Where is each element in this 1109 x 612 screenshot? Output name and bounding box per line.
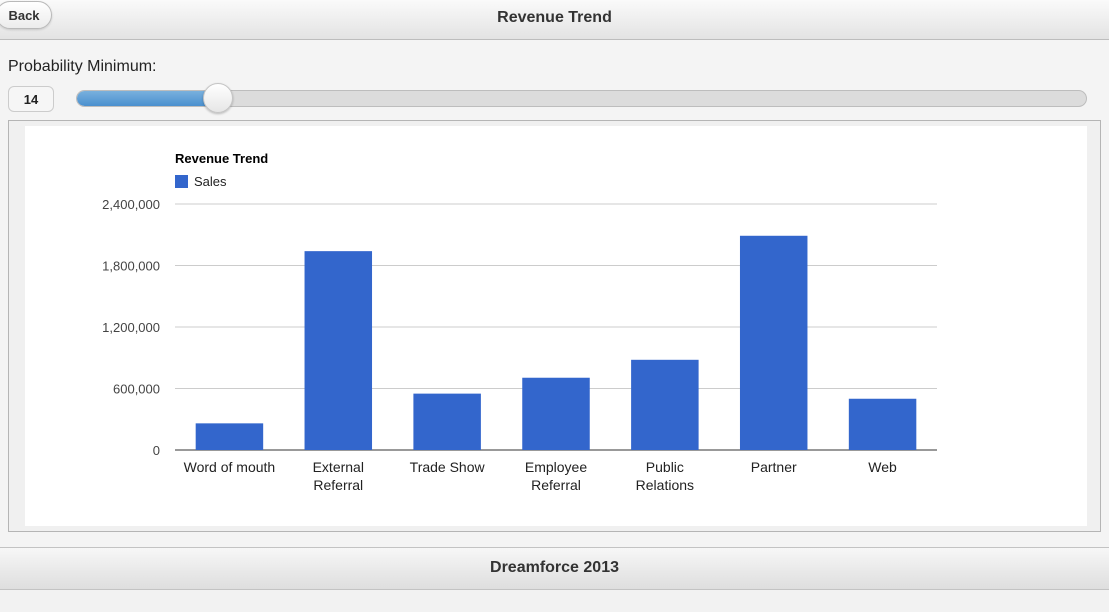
x-tick-label: Web — [868, 459, 897, 475]
footer-title: Dreamforce 2013 — [490, 559, 619, 576]
probability-value-field[interactable]: 14 — [8, 86, 54, 112]
x-tick-label: Public — [646, 459, 684, 475]
chart-frame: 0 600,000 1,200,000 1,800,000 2,400,000 Word … — [8, 120, 1101, 532]
revenue-bar-chart: 0 600,000 1,200,000 1,800,000 2,400,000 Word … — [102, 197, 937, 493]
bar-partner[interactable] — [739, 235, 808, 450]
y-tick-label: 600,000 — [113, 382, 160, 397]
header-bar: Back Revenue Trend — [0, 0, 1109, 40]
bar-word-of-mouth[interactable] — [195, 423, 264, 450]
x-tick-label: Trade Show — [410, 459, 486, 475]
y-tick-label: 1,800,000 — [102, 259, 160, 274]
x-tick-label: Referral — [313, 477, 363, 493]
bar-external-referral[interactable] — [304, 251, 373, 450]
x-tick-label: External — [313, 459, 364, 475]
legend-label-sales: Sales — [194, 174, 227, 189]
x-tick-label: Partner — [751, 459, 797, 475]
y-tick-label: 1,200,000 — [102, 320, 160, 335]
probability-slider-track[interactable] — [76, 90, 1087, 107]
chart-legend: Sales — [175, 174, 227, 189]
y-tick-label: 0 — [153, 443, 160, 458]
footer-bar: Dreamforce 2013 — [0, 547, 1109, 590]
x-tick-label: Referral — [531, 477, 581, 493]
x-tick-label: Word of mouth — [184, 459, 276, 475]
bar-web[interactable] — [848, 398, 917, 450]
probability-slider-handle[interactable] — [203, 83, 233, 113]
chart-title: Revenue Trend — [175, 151, 269, 166]
page-title: Revenue Trend — [497, 9, 612, 26]
x-tick-label: Employee — [525, 459, 587, 475]
x-tick-label: Relations — [636, 477, 694, 493]
probability-slider-fill — [77, 91, 219, 106]
probability-label: Probability Minimum: — [8, 58, 157, 75]
bar-trade-show[interactable] — [413, 393, 481, 450]
bar-public-relations[interactable] — [631, 359, 699, 450]
chart-area: 0 600,000 1,200,000 1,800,000 2,400,000 Word … — [25, 126, 1087, 526]
bar-employee-referral[interactable] — [522, 377, 590, 450]
back-button[interactable]: Back — [0, 1, 52, 29]
legend-swatch-sales — [175, 175, 188, 188]
y-tick-label: 2,400,000 — [102, 197, 160, 212]
bottom-strip — [0, 590, 1109, 612]
